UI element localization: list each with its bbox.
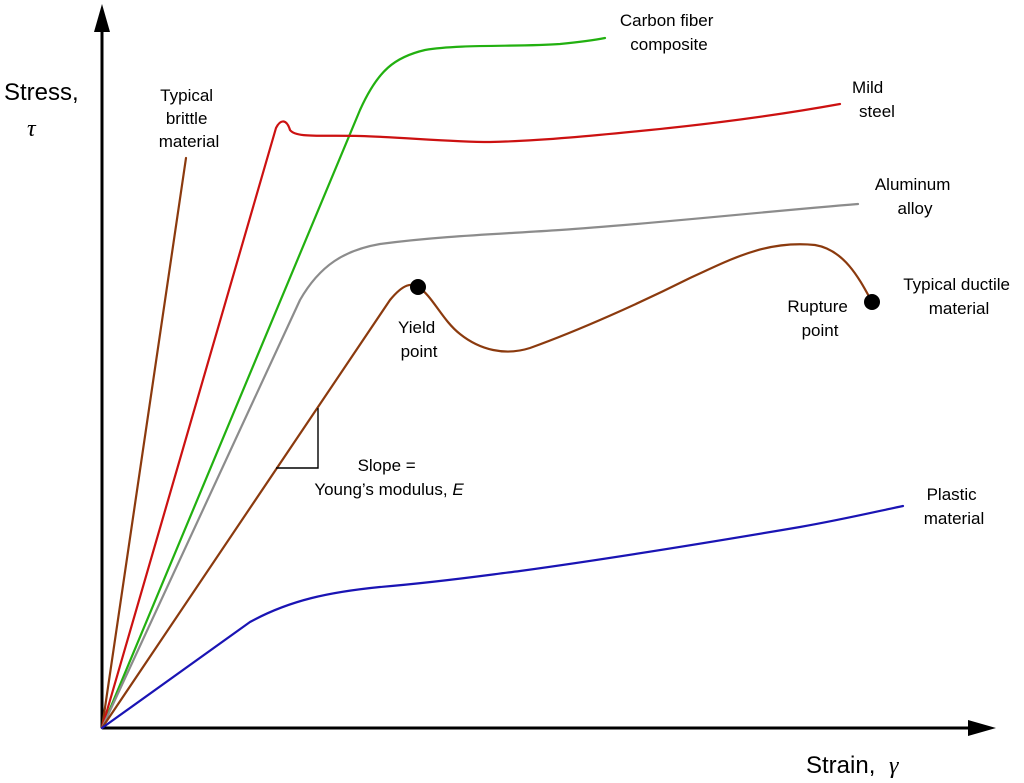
slope-label: Slope = Young’s modulus, E [314, 456, 464, 499]
axes [94, 4, 996, 736]
axis-labels: Stress, τ Strain, γ [4, 79, 899, 779]
yield-label-line-1: Yield [398, 318, 435, 337]
aluminum-label: Aluminum alloy [875, 175, 955, 218]
carbon-label-line-2: composite [630, 35, 707, 54]
x-axis-arrowhead [968, 720, 996, 736]
slope-label-line-2: Young’s modulus, E [314, 480, 464, 499]
mild-steel-curve [100, 102, 842, 730]
x-axis-symbol: γ [889, 753, 899, 779]
ductile-label-line-2: material [929, 299, 989, 318]
slope-label-prefix: Young’s modulus, [314, 480, 452, 499]
plastic-label-line-1: Plastic [927, 485, 978, 504]
points [410, 279, 880, 310]
steel-label: Mild steel [852, 78, 895, 121]
brittle-label-line-2: brittle [166, 109, 208, 128]
slope-label-line-1: Slope = [358, 456, 416, 475]
slope-triangle-legs [276, 408, 319, 469]
yield-point-marker [410, 279, 426, 295]
yield-label-line-2: point [401, 342, 438, 361]
brittle-label: Typical brittle material [159, 86, 219, 151]
typical-ductile-material-curve [100, 243, 874, 730]
carbon-label-line-1: Carbon fiber [620, 11, 714, 30]
steel-label-line-1: Mild [852, 78, 883, 97]
rupture-label-line-2: point [802, 321, 839, 340]
curve-labels: Typical brittle material Carbon fiber co… [159, 11, 1015, 528]
rupture-label: Rupture point [787, 297, 852, 340]
curves [100, 36, 905, 730]
y-axis-symbol: τ [27, 116, 37, 142]
brittle-label-line-3: material [159, 132, 219, 151]
carbon-fiber-composite-curve [100, 36, 607, 730]
aluminum-label-line-2: alloy [898, 199, 933, 218]
carbon-label: Carbon fiber composite [620, 11, 718, 54]
aluminum-alloy-curve [100, 202, 860, 730]
y-axis-label: Stress, [4, 79, 79, 106]
steel-label-line-2: steel [859, 102, 895, 121]
plastic-label: Plastic material [924, 485, 984, 528]
brittle-label-line-1: Typical [160, 86, 213, 105]
yield-label: Yield point [398, 318, 440, 361]
plastic-material-curve [100, 504, 905, 730]
slope-label-variable: E [452, 480, 464, 499]
brittle-material-curve [100, 156, 188, 730]
y-axis-arrowhead [94, 4, 110, 32]
rupture-label-line-1: Rupture [787, 297, 847, 316]
aluminum-label-line-1: Aluminum [875, 175, 951, 194]
ductile-label: Typical ductile material [903, 275, 1015, 318]
rupture-point-marker [864, 294, 880, 310]
plastic-label-line-2: material [924, 509, 984, 528]
x-axis-label: Strain, [806, 752, 875, 779]
slope-triangle [276, 408, 319, 469]
ductile-label-line-1: Typical ductile [903, 275, 1010, 294]
